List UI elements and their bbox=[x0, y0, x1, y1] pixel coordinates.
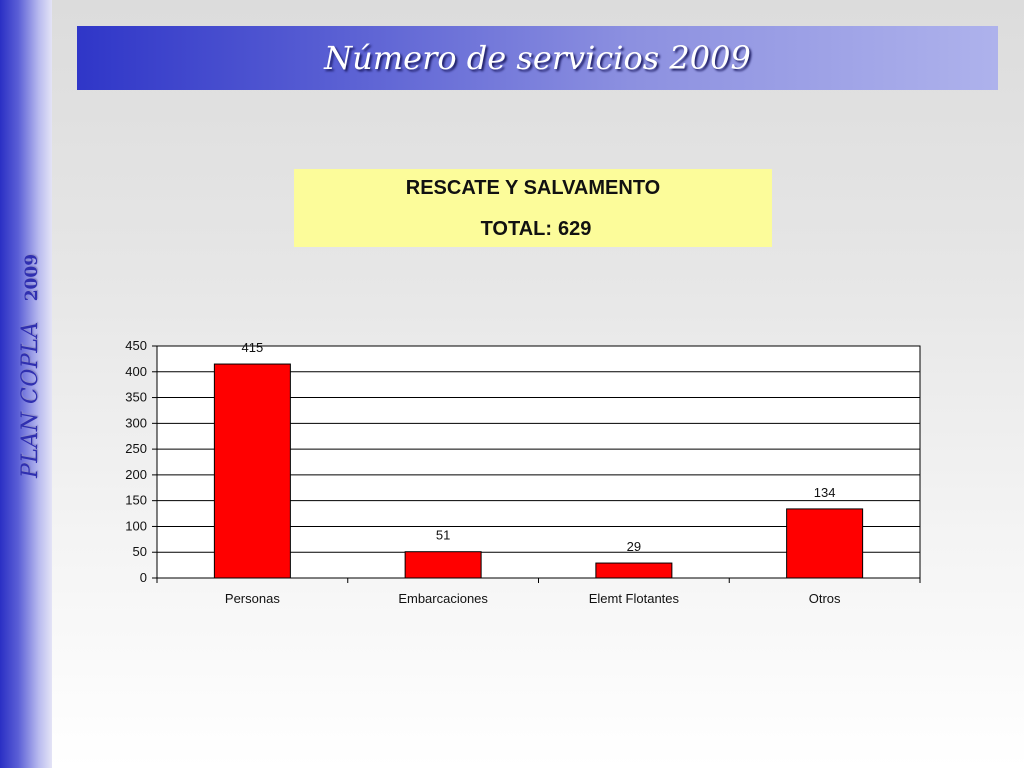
bar bbox=[786, 508, 864, 579]
y-tick-label: 450 bbox=[125, 338, 147, 353]
y-tick-label: 50 bbox=[133, 544, 147, 559]
bar bbox=[404, 551, 482, 579]
x-tick-label: Otros bbox=[809, 591, 841, 606]
info-heading: RESCATE Y SALVAMENTO bbox=[405, 177, 661, 199]
bar bbox=[595, 562, 673, 579]
side-bar bbox=[0, 0, 52, 768]
x-tick-label: Embarcaciones bbox=[398, 591, 488, 606]
data-label: 29 bbox=[627, 539, 641, 554]
y-tick-label: 300 bbox=[125, 415, 147, 430]
y-tick-label: 150 bbox=[125, 493, 147, 508]
y-tick-label: 0 bbox=[140, 570, 147, 585]
bar bbox=[213, 363, 291, 579]
info-box: RESCATE Y SALVAMENTO TOTAL: 629 bbox=[294, 169, 772, 247]
y-tick-label: 250 bbox=[125, 441, 147, 456]
info-total-value: 629 bbox=[558, 218, 592, 240]
x-tick-label: Personas bbox=[225, 591, 280, 606]
data-label: 134 bbox=[814, 485, 836, 500]
y-tick-label: 100 bbox=[125, 518, 147, 533]
y-tick-label: 400 bbox=[125, 364, 147, 379]
data-label: 415 bbox=[242, 340, 264, 355]
slide-title: Número de servicios 2009 bbox=[324, 39, 751, 77]
info-total: TOTAL: 629 bbox=[294, 218, 772, 241]
y-tick-label: 200 bbox=[125, 467, 147, 482]
data-label: 51 bbox=[436, 528, 450, 543]
y-tick-label: 350 bbox=[125, 390, 147, 405]
title-bar: Número de servicios 2009 bbox=[77, 26, 998, 90]
x-tick-label: Elemt Flotantes bbox=[589, 591, 680, 606]
info-total-label: TOTAL: bbox=[480, 218, 553, 240]
